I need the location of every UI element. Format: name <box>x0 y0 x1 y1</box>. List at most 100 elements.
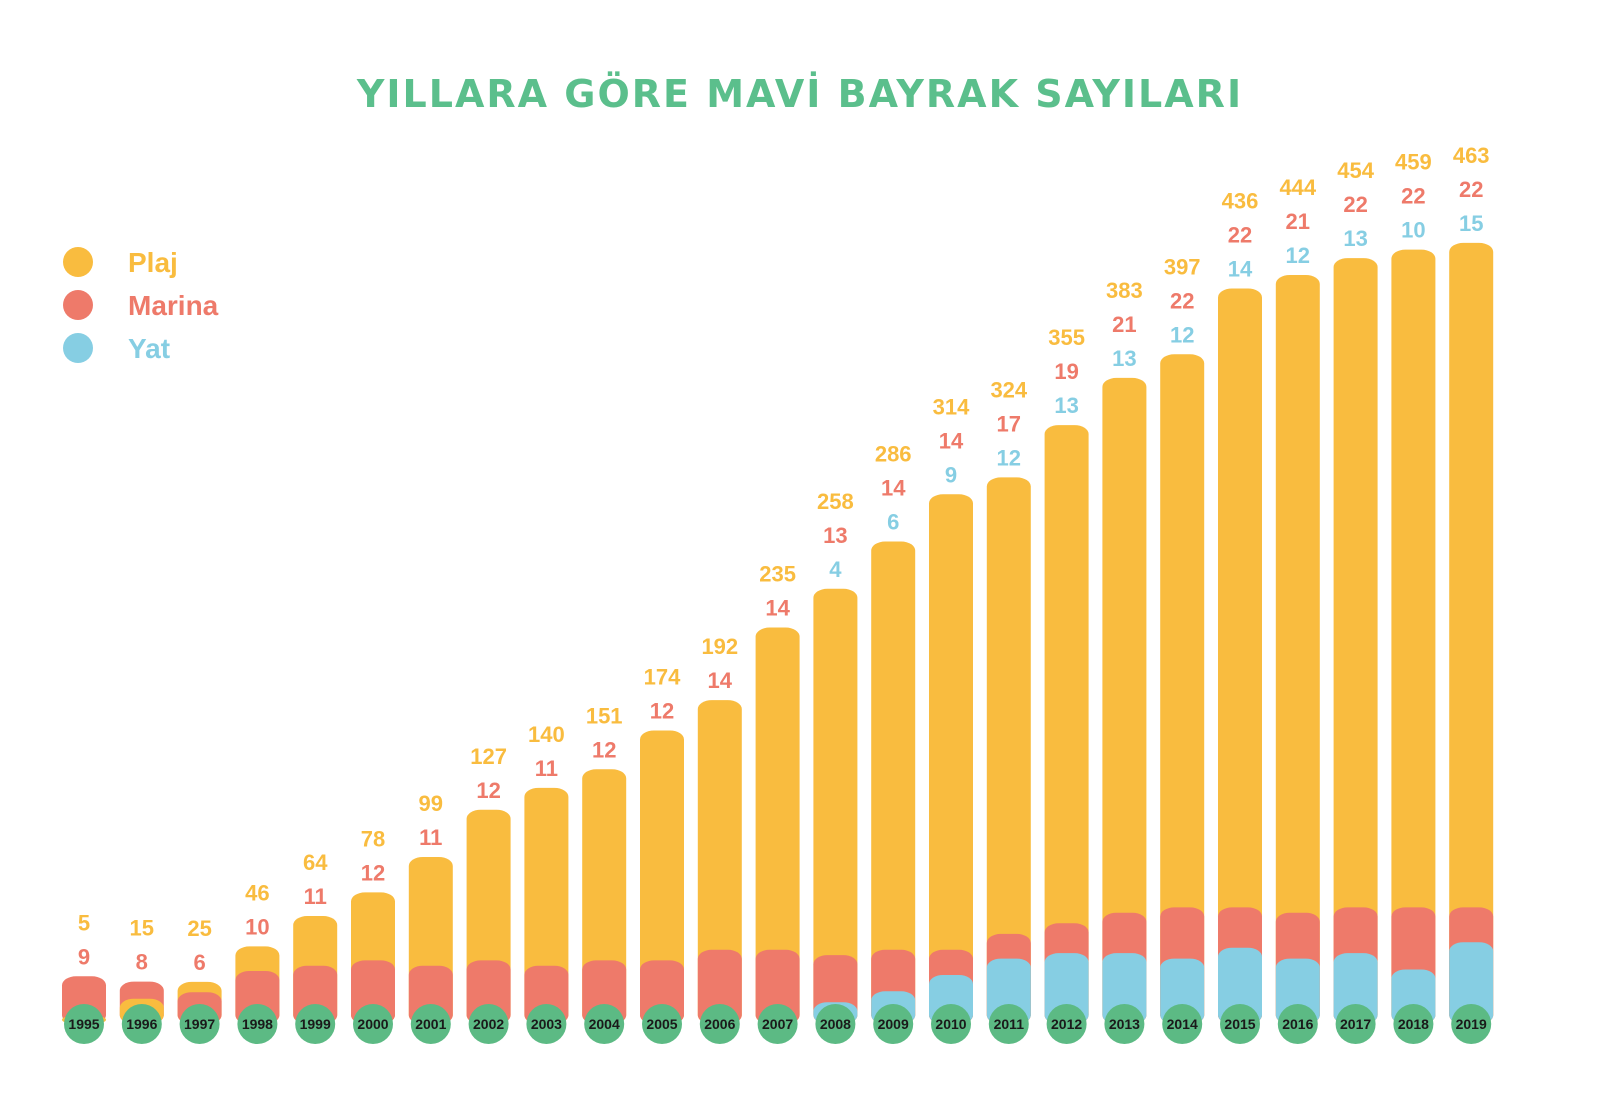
year-label-2011: 2011 <box>994 1016 1025 1032</box>
year-marker-2014 <box>1162 1004 1203 1044</box>
year-label-2002: 2002 <box>473 1016 504 1032</box>
bar-plaj-2006 <box>697 700 742 1024</box>
value-label-marina-2011: 17 <box>997 411 1021 436</box>
year-label-1998: 1998 <box>242 1016 273 1032</box>
legend-item-marina: Marina <box>63 290 219 321</box>
value-label-plaj-2008: 258 <box>817 489 854 514</box>
value-label-plaj-2011: 324 <box>990 377 1027 402</box>
value-label-plaj-1996: 15 <box>130 916 154 941</box>
legend-item-plaj: Plaj <box>63 247 178 278</box>
bar-plaj-2007 <box>755 627 800 1024</box>
value-label-marina-1997: 6 <box>193 950 205 975</box>
value-label-plaj-2015: 436 <box>1222 188 1259 213</box>
year-label-1999: 1999 <box>300 1016 331 1032</box>
year-marker-2018 <box>1393 1004 1434 1044</box>
year-marker-2007 <box>757 1004 798 1044</box>
year-label-1997: 1997 <box>184 1016 215 1032</box>
value-label-yat-2019: 15 <box>1459 211 1483 236</box>
legend: Plaj Marina Yat <box>63 247 219 364</box>
year-label-2018: 2018 <box>1398 1016 1429 1032</box>
year-marker-2016 <box>1277 1004 1318 1044</box>
value-label-plaj-2014: 397 <box>1164 254 1201 279</box>
year-marker-2003 <box>526 1004 567 1044</box>
year-label-1996: 1996 <box>126 1016 157 1032</box>
value-label-yat-2017: 13 <box>1343 226 1367 251</box>
legend-swatch-marina <box>63 290 93 320</box>
bar-yat-2017 <box>1333 953 1378 1024</box>
bar-plaj-2005 <box>640 730 684 1024</box>
year-marker-2004 <box>584 1004 625 1044</box>
bar-plaj-2013 <box>1102 377 1147 1024</box>
legend-label-yat: Yat <box>128 333 170 364</box>
value-label-plaj-2018: 459 <box>1395 150 1432 175</box>
year-marker-2011 <box>988 1004 1029 1044</box>
value-label-marina-2012: 19 <box>1054 359 1078 384</box>
value-label-marina-2003: 11 <box>535 756 558 781</box>
year-label-2013: 2013 <box>1109 1016 1140 1032</box>
year-marker-2015 <box>1220 1004 1260 1044</box>
year-label-2008: 2008 <box>820 1016 851 1032</box>
year-marker-1998 <box>237 1004 278 1044</box>
value-label-marina-2007: 14 <box>765 596 790 621</box>
value-label-marina-2001: 11 <box>419 825 442 850</box>
value-label-marina-2018: 22 <box>1401 184 1425 209</box>
value-label-plaj-2017: 454 <box>1337 158 1374 183</box>
year-marker-2008 <box>815 1004 856 1044</box>
bar-plaj-2008 <box>813 588 858 1024</box>
value-label-plaj-2009: 286 <box>875 442 912 467</box>
value-label-marina-1999: 11 <box>304 884 327 909</box>
value-label-yat-2013: 13 <box>1112 346 1136 371</box>
value-label-plaj-2013: 383 <box>1106 278 1143 303</box>
year-marker-2017 <box>1335 1004 1376 1044</box>
year-label-2005: 2005 <box>646 1016 677 1032</box>
bar-yat-2015 <box>1218 947 1262 1024</box>
year-marker-2010 <box>931 1004 971 1044</box>
bar-plaj-2015 <box>1218 288 1262 1024</box>
bar-plaj-2010 <box>929 494 973 1025</box>
value-label-plaj-1998: 46 <box>245 880 269 905</box>
year-label-2017: 2017 <box>1340 1016 1371 1032</box>
year-marker-2002 <box>468 1004 509 1044</box>
value-label-marina-2008: 13 <box>823 523 847 548</box>
bar-yat-2013 <box>1102 953 1147 1024</box>
year-marker-2001 <box>410 1004 451 1044</box>
bar-plaj-2012 <box>1044 425 1089 1024</box>
year-marker-2013 <box>1104 1004 1145 1044</box>
value-label-marina-2016: 21 <box>1286 209 1310 234</box>
year-marker-1999 <box>295 1004 336 1044</box>
value-label-marina-2017: 22 <box>1343 192 1367 217</box>
bar-plaj-2009 <box>871 541 916 1024</box>
value-label-marina-2015: 22 <box>1228 222 1252 247</box>
value-label-yat-2011: 12 <box>997 445 1021 470</box>
value-label-plaj-2001: 99 <box>419 791 443 816</box>
value-label-plaj-1997: 25 <box>187 916 211 941</box>
year-label-2007: 2007 <box>762 1016 793 1032</box>
bar-yat-2012 <box>1044 953 1089 1024</box>
value-label-marina-1995: 9 <box>78 944 90 969</box>
value-label-marina-2009: 14 <box>881 476 906 501</box>
value-label-plaj-2012: 355 <box>1048 325 1085 350</box>
value-label-plaj-2007: 235 <box>759 562 796 587</box>
value-label-marina-2002: 12 <box>476 778 500 803</box>
year-label-2004: 2004 <box>589 1016 620 1032</box>
value-label-yat-2014: 12 <box>1170 322 1194 347</box>
value-label-plaj-2000: 78 <box>361 826 385 851</box>
year-label-1995: 1995 <box>68 1016 99 1032</box>
value-label-yat-2010: 9 <box>945 462 957 487</box>
value-label-marina-2000: 12 <box>361 860 385 885</box>
value-label-marina-2006: 14 <box>708 668 733 693</box>
bar-plaj-2004 <box>582 769 627 1024</box>
value-label-marina-2014: 22 <box>1170 288 1194 313</box>
bar-plaj-2014 <box>1160 354 1205 1024</box>
value-label-plaj-1999: 64 <box>303 850 328 875</box>
year-marker-2005 <box>642 1004 682 1044</box>
year-label-2006: 2006 <box>704 1016 735 1032</box>
year-marker-2009 <box>873 1004 914 1044</box>
value-label-yat-2015: 14 <box>1228 256 1253 281</box>
value-labels-layer: 5915825646106411781299111271214011151121… <box>78 143 1490 975</box>
year-markers-layer: 1995 1996 1997 1998 1999 2000 2001 2002 2003 2004… <box>64 1004 1492 1044</box>
bar-plaj-2018 <box>1391 249 1436 1025</box>
year-marker-2012 <box>1046 1004 1087 1044</box>
value-label-yat-2012: 13 <box>1054 393 1078 418</box>
